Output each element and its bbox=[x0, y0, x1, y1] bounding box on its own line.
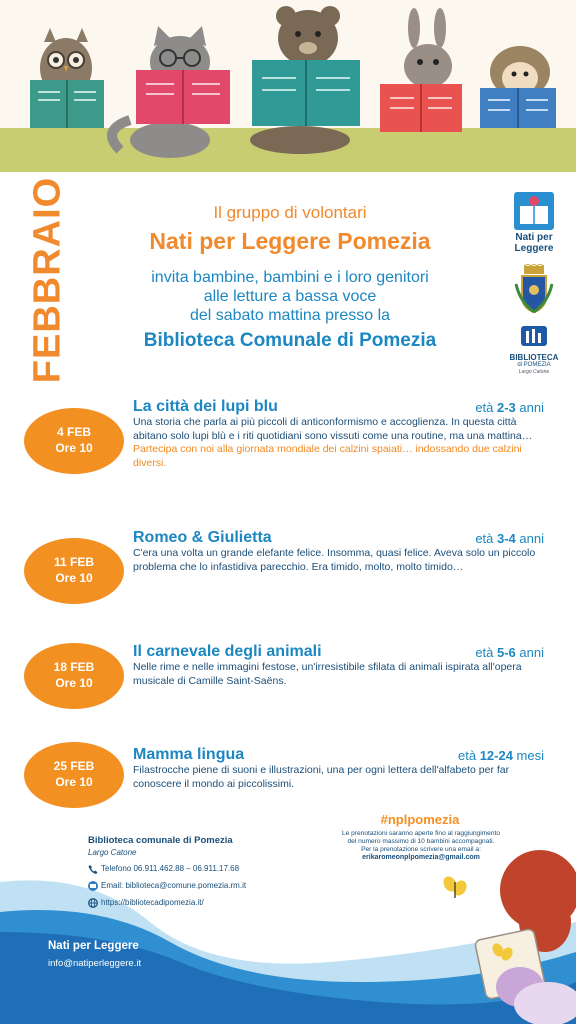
butterfly-icon bbox=[443, 876, 467, 898]
library-building-icon bbox=[521, 326, 547, 346]
coat-of-arms-icon bbox=[514, 263, 554, 314]
event-description: C'era una volta un grande elefante felic… bbox=[133, 547, 536, 573]
intro-invite-line: invita bambine, bambini e i loro genitor… bbox=[151, 269, 429, 286]
event-date: 25 FEB bbox=[53, 759, 95, 773]
event-description: Nelle rime e nelle immagini festose, un'… bbox=[133, 661, 522, 687]
intro-library-name: Biblioteca Comunale di Pomezia bbox=[143, 330, 437, 351]
book-child-icon bbox=[520, 196, 548, 224]
email-row[interactable]: Email: biblioteca@comune.pomezia.rm.it bbox=[88, 879, 328, 893]
event-date: 18 FEB bbox=[53, 660, 95, 674]
event-note: Partecipa con noi alla giornata mondiale… bbox=[133, 443, 522, 469]
event-time: Ore 10 bbox=[55, 571, 93, 585]
event-date: 4 FEB bbox=[56, 425, 91, 439]
event-age: età 2-3 anni bbox=[475, 400, 544, 415]
booking-email[interactable]: erikaromeonplpomezia@gmail.com bbox=[362, 854, 480, 861]
brand-name: Nati per Leggere bbox=[48, 940, 139, 952]
event-title: Il carnevale degli animali bbox=[133, 643, 322, 660]
event-title: La città dei lupi blu bbox=[133, 398, 278, 415]
phone-icon bbox=[88, 865, 98, 874]
reading-girl-illustration bbox=[474, 850, 576, 1024]
event-age: età 12-24 mesi bbox=[458, 748, 544, 763]
butterfly-icon bbox=[492, 943, 513, 961]
intro-invite-line: alle letture a bassa voce bbox=[203, 288, 377, 305]
event-age: età 5-6 anni bbox=[475, 645, 544, 660]
hedgehog-reading bbox=[480, 46, 556, 128]
header-illustration bbox=[0, 0, 576, 172]
event-age: età 3-4 anni bbox=[475, 531, 544, 546]
phone-row: Telefono 06.911.462.88 – 06.911.17.68 bbox=[88, 862, 328, 876]
date-badge: 25 FEB Ore 10 bbox=[24, 742, 124, 808]
event-time: Ore 10 bbox=[55, 775, 93, 789]
intro-invite-line: del sabato mattina presso la bbox=[189, 307, 391, 324]
cat-reading bbox=[107, 26, 230, 158]
email-icon bbox=[88, 881, 98, 891]
brand-email[interactable]: info@natiperleggere.it bbox=[48, 958, 142, 969]
date-badge: 11 FEB Ore 10 bbox=[24, 538, 124, 604]
booking-info: Le prenotazioni saranno aperte fino al r… bbox=[318, 830, 524, 862]
intro-block: Il gruppo di volontari Nati per Leggere … bbox=[100, 200, 480, 355]
pomezia-coat-of-arms bbox=[512, 263, 556, 316]
nati-per-leggere-logo: Nati per Leggere bbox=[510, 192, 558, 256]
event-time: Ore 10 bbox=[55, 676, 93, 690]
date-badge: 18 FEB Ore 10 bbox=[24, 643, 124, 709]
event-time: Ore 10 bbox=[55, 441, 93, 455]
event-title: Romeo & Giulietta bbox=[133, 529, 272, 546]
date-badge: 4 FEB Ore 10 bbox=[24, 408, 124, 474]
hashtag: #nplpomezia bbox=[380, 812, 460, 827]
intro-group-line: Il gruppo di volontari bbox=[213, 203, 367, 222]
reading-animals-illustration bbox=[30, 6, 556, 158]
event-date: 11 FEB bbox=[53, 555, 95, 569]
library-address: Largo Catone bbox=[88, 848, 137, 857]
owl-reading bbox=[30, 28, 104, 128]
globe-icon bbox=[88, 898, 98, 908]
library-name: Biblioteca comunale di Pomezia bbox=[88, 835, 233, 846]
intro-group-name: Nati per Leggere Pomezia bbox=[149, 228, 431, 254]
bear-reading bbox=[250, 6, 360, 154]
biblioteca-pomezia-logo: BIBLIOTECA di POMEZIA Largo Catone bbox=[506, 322, 562, 382]
footer-waves bbox=[0, 850, 576, 1024]
website-row[interactable]: https://bibliotecadipomezia.it/ bbox=[88, 896, 328, 910]
event-title: Mamma lingua bbox=[133, 746, 245, 763]
month-label: FEBBRAIO bbox=[26, 176, 69, 384]
library-contact-block: Biblioteca comunale di Pomezia Largo Cat… bbox=[88, 834, 328, 910]
event-description: Filastrocche piene di suoni e illustrazi… bbox=[133, 764, 510, 790]
event-description: Una storia che parla ai più piccoli di a… bbox=[133, 416, 551, 470]
rabbit-reading bbox=[380, 8, 462, 132]
